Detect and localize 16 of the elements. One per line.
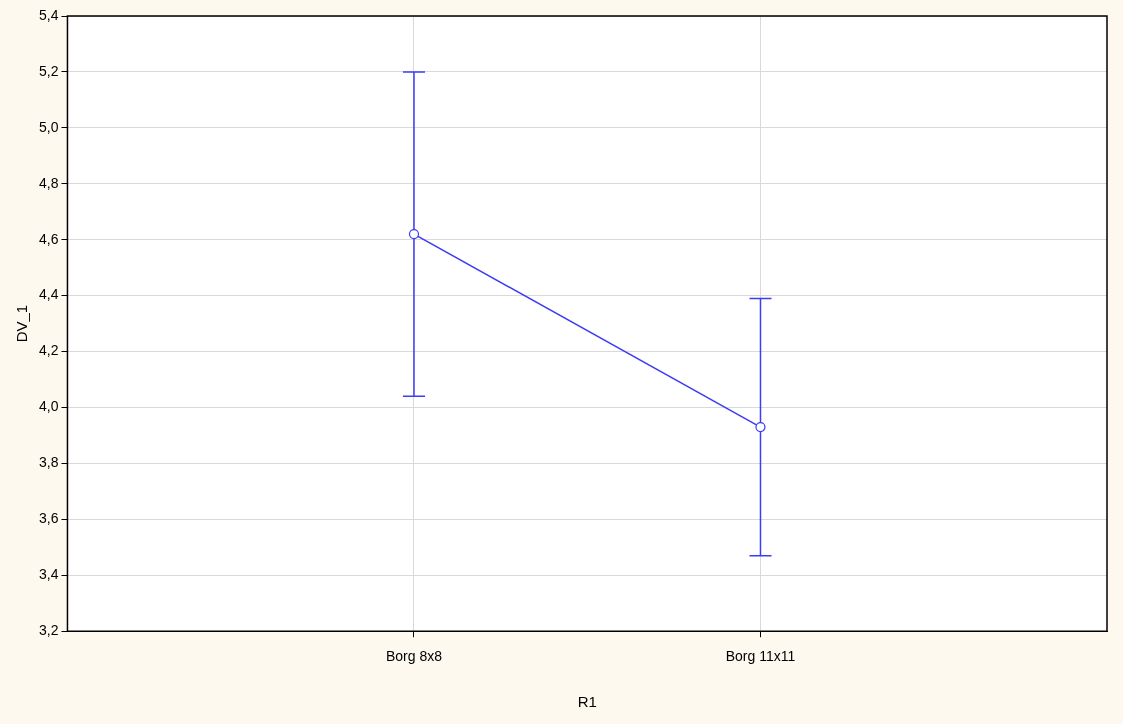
- y-tick-label: 3,6: [38, 510, 59, 527]
- x-axis-title: R1: [577, 693, 597, 711]
- y-tick-label: 5,2: [38, 62, 59, 79]
- y-tick-label: 4,2: [38, 342, 59, 359]
- y-tick-label: 3,2: [38, 622, 59, 639]
- y-tick-label: 4,4: [38, 286, 59, 303]
- y-tick-label: 5,0: [38, 118, 59, 135]
- y-tick-label: 3,8: [38, 454, 59, 471]
- y-tick-label: 3,4: [38, 566, 59, 583]
- y-tick-label: 4,6: [38, 230, 59, 247]
- x-tick-label: Borg 8x8: [385, 648, 443, 665]
- y-axis-title: DV_1: [13, 304, 31, 343]
- y-tick-label: 5,4: [38, 6, 59, 23]
- y-tick-label: 4,8: [38, 174, 59, 191]
- y-tick-label: 4,0: [38, 398, 59, 415]
- x-tick-label: Borg 11x11: [725, 648, 796, 665]
